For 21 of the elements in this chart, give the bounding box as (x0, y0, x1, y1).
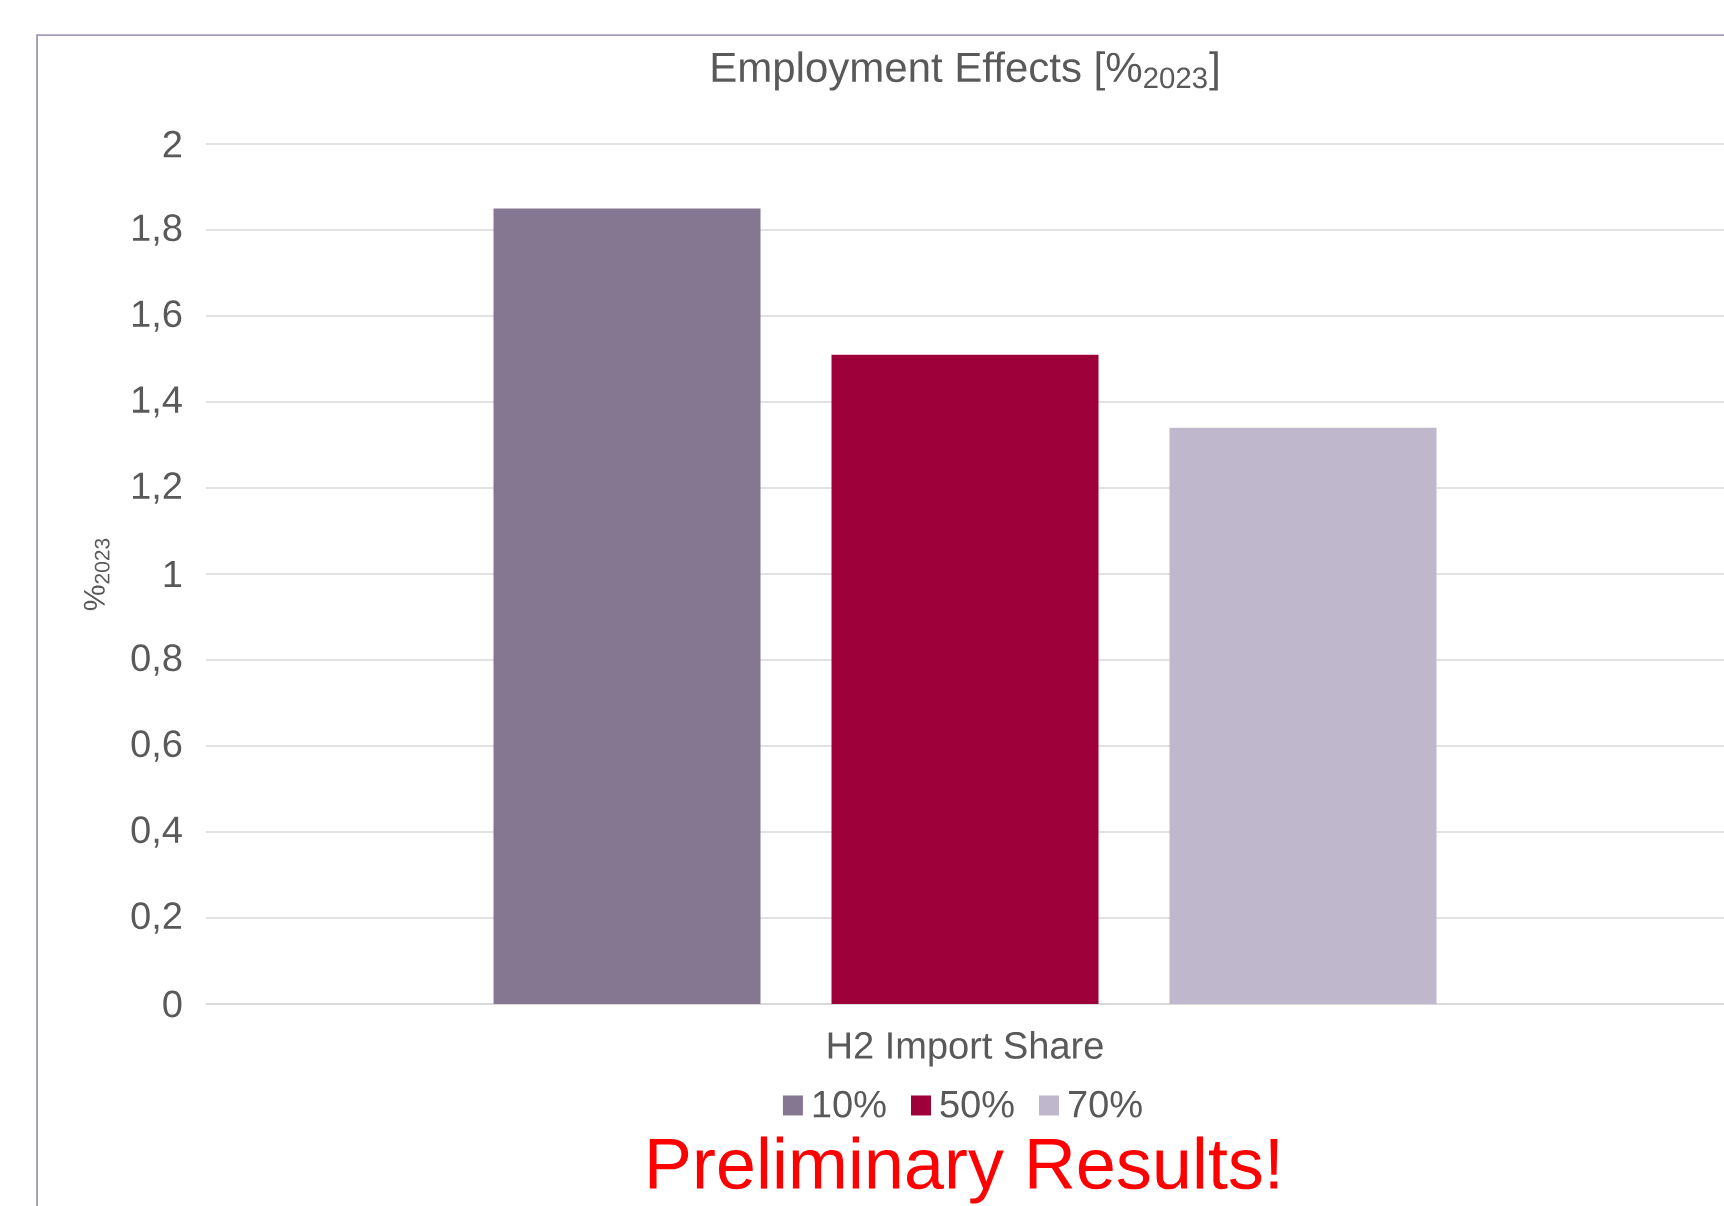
bar (493, 208, 761, 1004)
y-tick-label: 0,6 (131, 730, 182, 762)
bar (1169, 427, 1437, 1004)
legend-label: 50% (940, 1090, 1014, 1118)
y-tick-label: 0,4 (131, 816, 182, 848)
y-tick-label: 2 (163, 130, 182, 158)
y-tick-label: 0,2 (131, 902, 182, 934)
text: Preliminary Results! (649, 1136, 1278, 1204)
y-tick-label: 0,8 (131, 644, 182, 676)
y-tick-label: 1,2 (133, 472, 182, 504)
bar (831, 354, 1099, 1004)
legend-label: 10% (813, 1090, 886, 1118)
x-axis-title: H2 Import Share (828, 1031, 1103, 1067)
y-tick-label: 1,4 (133, 386, 182, 418)
y-tick-label: 1 (164, 560, 182, 588)
y-tick-label: 1,6 (133, 300, 182, 332)
chart-title: Employment Effects [%$_{2023}$] (712, 51, 1218, 91)
legend-label: 70% (1068, 1090, 1142, 1118)
y-tick-label: 1,8 (133, 214, 182, 246)
y-axis-title: %$_{2023}$ (83, 538, 110, 611)
y-tick-label: 0 (163, 990, 182, 1018)
